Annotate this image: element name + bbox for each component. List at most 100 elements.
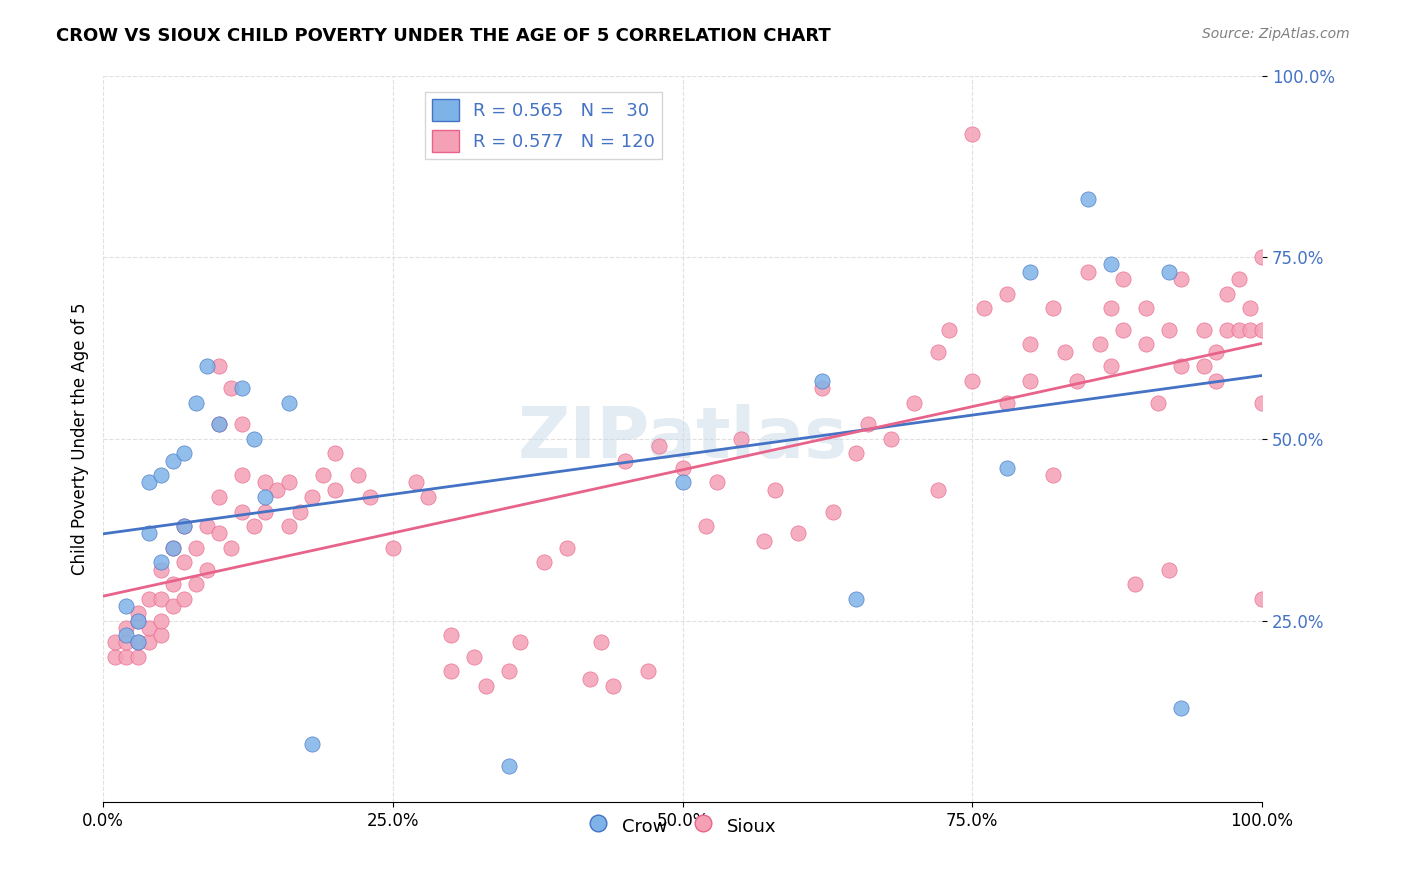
Point [243,432,266,446]
Point [127,614,149,628]
Point [150,468,173,483]
Point [1205,374,1227,388]
Point [115,621,138,635]
Point [810,374,832,388]
Point [1099,359,1122,374]
Point [1019,374,1042,388]
Point [150,628,173,642]
Point [150,591,173,606]
Point [173,556,195,570]
Point [498,665,520,679]
Point [1227,272,1250,286]
Point [1112,272,1135,286]
Point [231,417,253,432]
Point [208,417,231,432]
Point [613,453,636,467]
Point [591,635,613,649]
Point [1159,563,1181,577]
Point [243,519,266,533]
Point [671,475,693,490]
Point [138,635,160,649]
Point [1099,301,1122,315]
Point [115,635,138,649]
Point [1123,577,1146,591]
Point [1159,265,1181,279]
Point [440,665,463,679]
Point [973,301,995,315]
Point [150,556,173,570]
Legend: Crow, Sioux: Crow, Sioux [582,807,783,844]
Point [231,381,253,395]
Point [995,286,1018,301]
Point [903,395,925,409]
Point [1205,344,1227,359]
Point [1066,374,1088,388]
Point [347,468,370,483]
Point [173,519,195,533]
Point [150,563,173,577]
Point [1112,323,1135,337]
Point [254,475,277,490]
Point [995,395,1018,409]
Point [440,628,463,642]
Point [162,453,184,467]
Point [197,359,219,374]
Point [1088,337,1111,351]
Point [277,475,299,490]
Point [266,483,288,497]
Point [416,490,439,504]
Point [1135,301,1157,315]
Point [1170,700,1192,714]
Point [752,533,775,548]
Point [1216,286,1239,301]
Point [219,541,242,555]
Point [1170,359,1192,374]
Point [1042,468,1064,483]
Point [208,417,231,432]
Point [1192,359,1215,374]
Point [962,374,984,388]
Point [231,505,253,519]
Point [197,563,219,577]
Point [127,649,149,664]
Point [127,635,149,649]
Point [938,323,960,337]
Point [880,432,903,446]
Point [381,541,404,555]
Point [498,759,520,773]
Point [127,635,149,649]
Point [995,461,1018,475]
Point [184,577,207,591]
Point [173,591,195,606]
Point [845,446,868,460]
Point [1239,301,1261,315]
Point [671,461,693,475]
Point [231,468,253,483]
Point [579,672,602,686]
Point [474,679,496,693]
Point [323,483,346,497]
Point [359,490,381,504]
Point [637,665,659,679]
Point [823,505,845,519]
Point [184,541,207,555]
Point [405,475,427,490]
Point [138,591,160,606]
Point [810,381,832,395]
Point [706,475,728,490]
Point [927,344,949,359]
Point [138,621,160,635]
Point [1227,323,1250,337]
Point [208,526,231,541]
Point [533,556,555,570]
Point [254,505,277,519]
Point [138,475,160,490]
Point [1077,192,1099,206]
Point [1159,323,1181,337]
Point [127,614,149,628]
Point [173,446,195,460]
Point [115,599,138,613]
Point [927,483,949,497]
Point [288,505,311,519]
Point [695,519,717,533]
